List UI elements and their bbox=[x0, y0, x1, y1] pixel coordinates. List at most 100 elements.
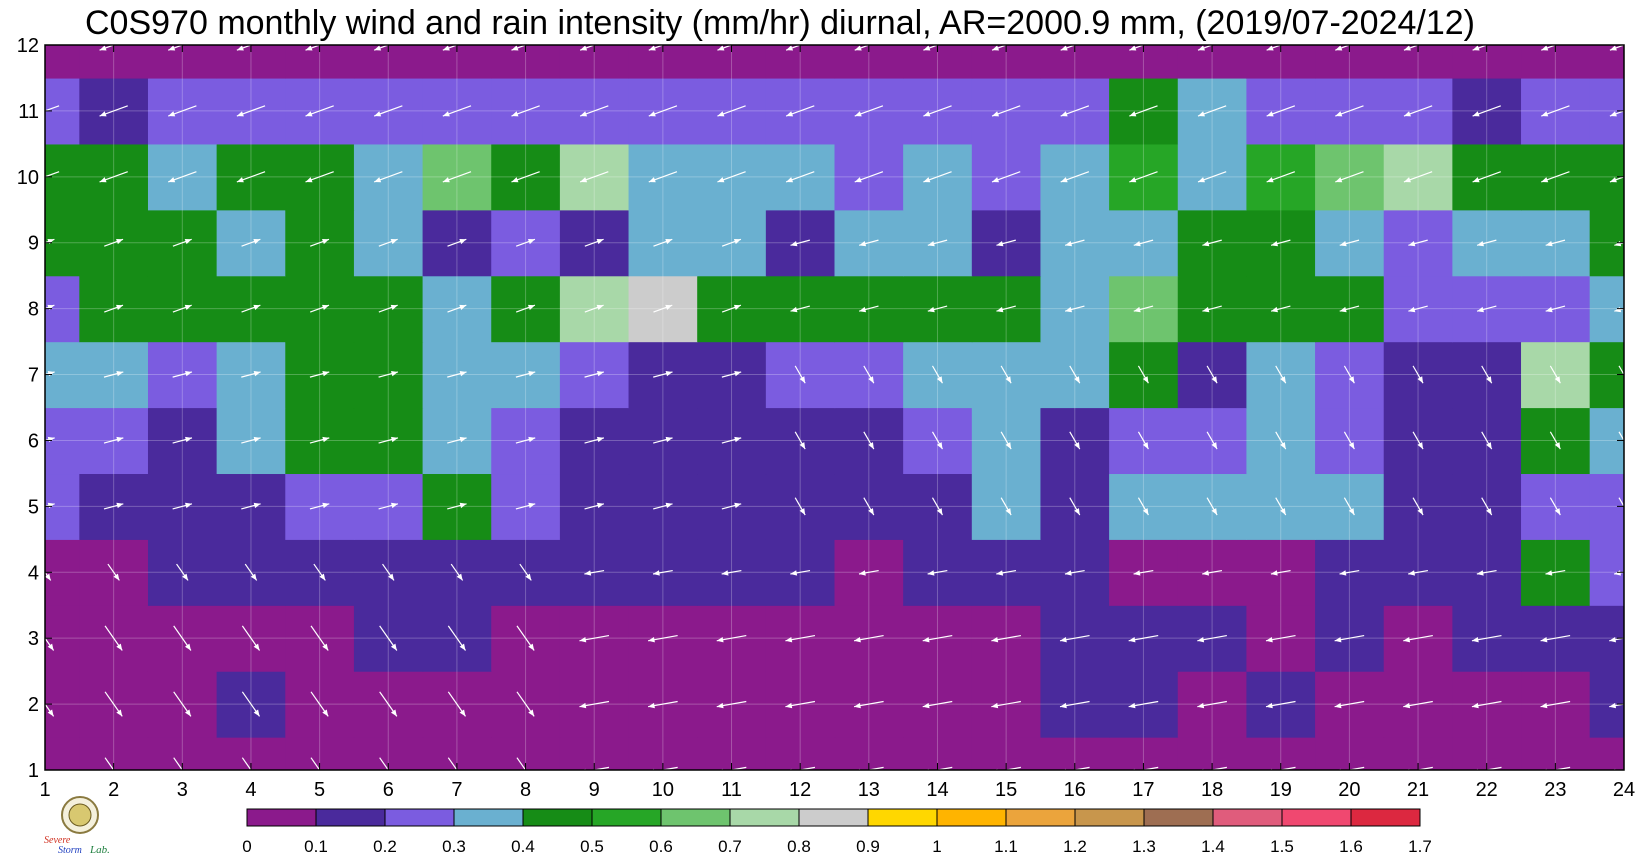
wind-arrow bbox=[241, 436, 261, 444]
y-tick-label: 3 bbox=[28, 628, 39, 650]
wind-arrow bbox=[1408, 569, 1428, 576]
y-tick-label: 12 bbox=[17, 35, 39, 57]
wind-arrow bbox=[1197, 700, 1227, 709]
x-tick-label: 12 bbox=[789, 779, 811, 801]
wind-arrow bbox=[1270, 239, 1291, 247]
x-tick-label: 1 bbox=[39, 779, 50, 801]
wind-arrow bbox=[1197, 634, 1227, 643]
wind-arrow bbox=[927, 569, 948, 576]
wind-arrow bbox=[785, 700, 816, 709]
wind-arrow bbox=[996, 239, 1016, 247]
wind-arrow bbox=[648, 105, 678, 117]
wind-arrow bbox=[1403, 634, 1433, 643]
wind-arrow bbox=[1614, 570, 1624, 576]
wind-arrow bbox=[99, 105, 128, 117]
colorbar-label: 0.9 bbox=[856, 837, 880, 856]
wind-arrow bbox=[1339, 239, 1360, 247]
wind-arrow bbox=[447, 757, 458, 770]
wind-arrow bbox=[584, 304, 604, 313]
wind-arrow bbox=[45, 571, 52, 581]
wind-arrow bbox=[310, 238, 330, 247]
y-tick-label: 1 bbox=[28, 760, 39, 782]
wind-arrow bbox=[241, 691, 261, 717]
x-tick-label: 24 bbox=[1613, 779, 1635, 801]
wind-arrow bbox=[1541, 171, 1570, 183]
wind-arrow bbox=[447, 370, 467, 378]
wind-arrow bbox=[442, 171, 472, 183]
wind-arrow bbox=[653, 502, 673, 510]
wind-arrow bbox=[721, 370, 742, 378]
colorbar-swatch bbox=[1350, 808, 1421, 827]
wind-arrow bbox=[854, 45, 871, 51]
colorbar-label: 1.2 bbox=[1063, 837, 1087, 856]
wind-arrow bbox=[858, 569, 879, 576]
wind-arrow bbox=[309, 370, 330, 378]
wind-arrow bbox=[716, 700, 747, 709]
colorbar-label: 0.2 bbox=[373, 837, 397, 856]
wind-arrow bbox=[1541, 105, 1570, 117]
wind-arrow bbox=[305, 171, 334, 183]
wind-arrow bbox=[1069, 431, 1081, 450]
wind-arrow bbox=[1059, 634, 1090, 643]
wind-arrow bbox=[1545, 239, 1566, 247]
wind-arrow bbox=[168, 171, 197, 183]
wind-arrow bbox=[922, 634, 953, 643]
colorbar-swatch bbox=[798, 808, 869, 827]
wind-arrow bbox=[1541, 45, 1558, 51]
y-tick-label: 5 bbox=[28, 496, 39, 518]
wind-arrow bbox=[1197, 171, 1227, 183]
wind-arrows bbox=[45, 45, 1624, 770]
wind-arrow bbox=[863, 365, 875, 384]
colorbar-label: 0 bbox=[242, 837, 251, 856]
wind-arrow bbox=[991, 700, 1022, 709]
wind-arrow bbox=[241, 238, 261, 247]
wind-arrow bbox=[1609, 110, 1624, 117]
wind-arrow bbox=[1206, 497, 1218, 516]
wind-arrow bbox=[168, 45, 185, 51]
wind-arrow bbox=[1000, 431, 1012, 450]
wind-arrow bbox=[1202, 305, 1222, 313]
wind-arrow bbox=[579, 45, 596, 51]
wind-arrow bbox=[310, 304, 330, 313]
wind-arrow bbox=[103, 370, 124, 378]
wind-arrow bbox=[241, 757, 252, 770]
colorbar-swatch bbox=[1005, 808, 1076, 827]
wind-arrow bbox=[584, 502, 605, 510]
wind-arrow bbox=[854, 171, 884, 183]
severe-storm-lab-logo: Severe Storm Lab. bbox=[40, 795, 120, 857]
wind-arrow bbox=[1064, 239, 1085, 247]
wind-arrow bbox=[1335, 171, 1364, 183]
x-tick-label: 11 bbox=[721, 779, 742, 801]
wind-arrow bbox=[584, 370, 605, 378]
wind-arrow bbox=[790, 305, 810, 313]
wind-arrow bbox=[1476, 569, 1497, 576]
wind-arrow bbox=[447, 625, 467, 651]
wind-arrow bbox=[310, 625, 329, 651]
colorbar-label: 1.3 bbox=[1132, 837, 1156, 856]
x-tick-label: 20 bbox=[1338, 779, 1360, 801]
wind-arrow bbox=[794, 497, 806, 516]
wind-arrow bbox=[927, 239, 948, 247]
y-tick-label: 2 bbox=[28, 694, 39, 716]
wind-arrow bbox=[511, 171, 540, 183]
wind-arrow bbox=[173, 757, 184, 770]
wind-arrow bbox=[717, 45, 734, 51]
wind-arrow bbox=[1202, 239, 1222, 247]
wind-arrow bbox=[721, 436, 742, 444]
wind-arrow bbox=[236, 105, 266, 117]
wind-arrow bbox=[241, 502, 261, 510]
wind-arrow bbox=[172, 370, 193, 378]
wind-arrow bbox=[305, 105, 334, 117]
wind-arrow bbox=[1060, 171, 1090, 183]
wind-arrow bbox=[1128, 700, 1159, 709]
wind-arrow bbox=[584, 569, 605, 576]
wind-arrow bbox=[378, 370, 399, 378]
colorbar-swatch bbox=[246, 808, 317, 827]
wind-arrow bbox=[104, 304, 124, 313]
wind-arrow bbox=[991, 171, 1021, 183]
wind-arrow bbox=[373, 105, 403, 117]
x-tick-label: 17 bbox=[1132, 779, 1154, 801]
wind-arrow bbox=[1549, 431, 1561, 450]
y-tick-label: 11 bbox=[18, 101, 39, 123]
wind-arrow bbox=[447, 436, 467, 444]
